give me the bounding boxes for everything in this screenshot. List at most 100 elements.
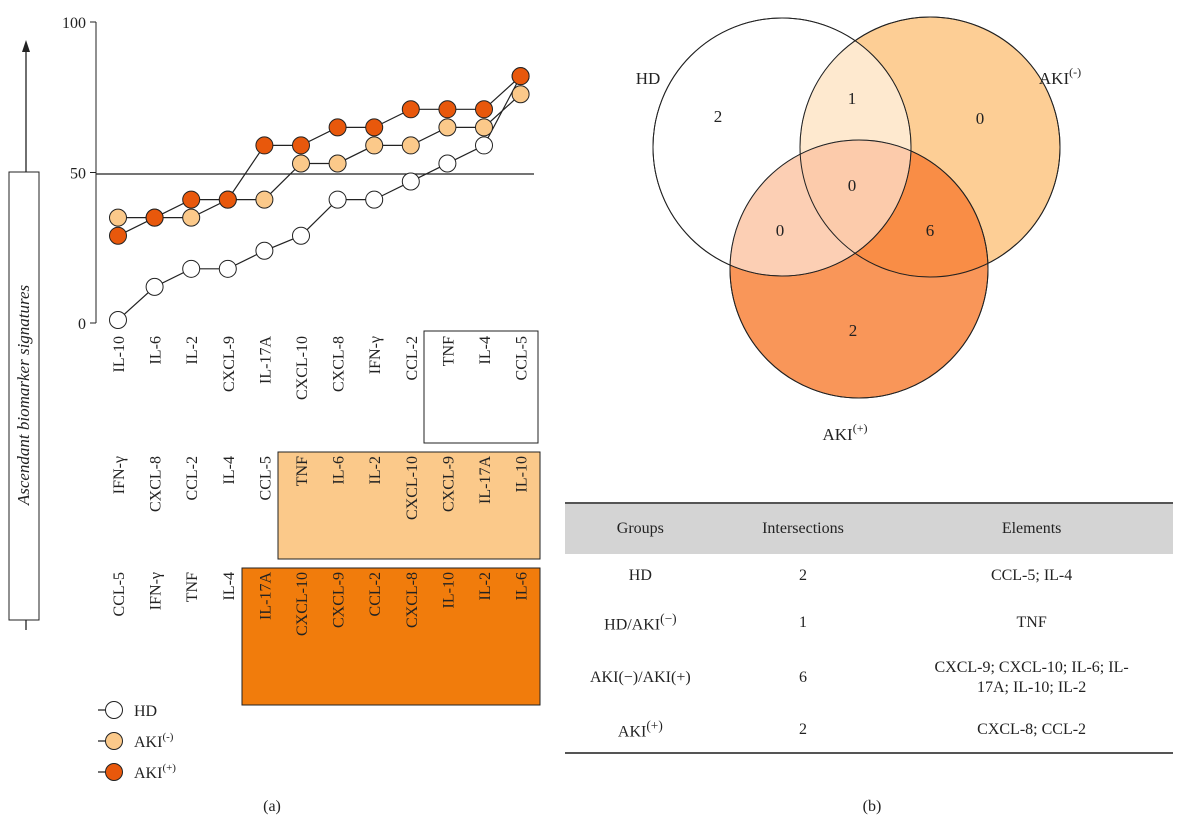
group-name: AKI [617, 723, 647, 741]
point-akipos [328, 118, 347, 137]
point-akipos [511, 67, 530, 86]
aki-neg-box [277, 451, 541, 560]
y-ticks: 0 50 100 [62, 15, 96, 333]
ranking-label: CCL-5 [514, 336, 531, 380]
venn-count-aki-neg-only: 0 [976, 109, 985, 128]
venn-count-aki-neg-aki-pos: 6 [926, 221, 935, 240]
ranking-label: IL-10 [440, 572, 457, 608]
ranking-label: IL-6 [514, 572, 531, 600]
point-hd [218, 259, 237, 278]
hd-box [423, 330, 539, 444]
series-points [109, 67, 530, 329]
group-sup: (+) [646, 718, 663, 734]
ranking-label: CCL-5 [111, 572, 128, 616]
series-lines [117, 75, 522, 321]
ranking-label: TNF [440, 336, 457, 366]
venn-count-hd-only: 2 [714, 107, 723, 126]
ranking-label: IL-17A [257, 572, 274, 620]
ranking-label: IL-10 [514, 456, 531, 492]
point-hd [145, 277, 164, 296]
elements-text: CXCL-9; CXCL-10; IL-6; IL-17A; IL-10; IL… [934, 659, 1129, 696]
legend-label: AKI(+) [134, 762, 176, 782]
point-akipos [401, 100, 420, 119]
ranking-label: IL-17A [257, 336, 274, 384]
venn-count-aki-pos-only: 2 [849, 321, 858, 340]
point-akipos [438, 100, 457, 119]
point-akineg [365, 136, 384, 155]
ranking-label: IL-4 [477, 336, 494, 364]
ranking-label: CCL-5 [257, 456, 274, 500]
legend-label: AKI(-) [134, 731, 174, 751]
cell-elements: CCL-5; IL-4 [990, 567, 1073, 584]
line-chart: 0 50 100 [62, 15, 534, 333]
point-hd [438, 154, 457, 173]
y-tick-label: 50 [70, 166, 86, 183]
intersection-table: Groups Intersections Elements HD 2 CCL-5… [565, 502, 1173, 754]
venn-set-label: AKI(-) [1039, 65, 1081, 88]
legend-marker [105, 732, 123, 750]
ranking-label: CXCL-9 [331, 572, 348, 628]
header-groups: Groups [565, 502, 716, 554]
ranking-hd: IL-10 IL-6 IL-2 CXCL-9 IL-17A CXCL-10 CXCL-8 IF… [111, 336, 531, 400]
aki-pos-box [241, 567, 541, 706]
ranking-aki-pos: CCL-5 IFN-γ TNF IL-4 IL-17A CXCL-10 CXCL-9 CCL-… [111, 572, 531, 636]
point-akineg [328, 154, 347, 173]
y-axis-title-box [8, 171, 40, 621]
venn-set-label: AKI(+) [823, 421, 868, 444]
point-hd [292, 226, 310, 245]
cell-intersections: 2 [715, 708, 891, 754]
series-line-hd [117, 75, 522, 321]
cell-elements: CXCL-9; CXCL-10; IL-6; IL-17A; IL-10; IL… [890, 648, 1173, 708]
header-intersections: Intersections [715, 502, 891, 554]
cell-intersections: 1 [798, 614, 807, 631]
point-hd [401, 172, 420, 191]
ranking-label: IL-4 [221, 572, 238, 600]
ranking-label: IFN-γ [111, 456, 128, 494]
ranking-label: IL-4 [221, 456, 238, 484]
cell-group: HD [628, 567, 652, 584]
venn-count-hd-aki-neg: 1 [848, 89, 857, 108]
point-akipos [292, 136, 310, 155]
ranking-label: TNF [184, 572, 201, 602]
point-akineg [401, 136, 420, 155]
point-hd [328, 190, 347, 209]
ranking-label: CXCL-8 [331, 336, 348, 392]
ranking-label: IL-6 [148, 336, 165, 364]
point-akipos [365, 118, 384, 137]
point-akipos [255, 136, 274, 155]
venn-diagram [652, 16, 1061, 399]
legend: HD AKI(-) AKI(+) [98, 701, 176, 782]
ranking-label: IL-17A [477, 456, 494, 504]
table-row: HD/AKI(−) 1 TNF [565, 598, 1173, 648]
ranking-aki-neg: IFN-γ CXCL-8 CCL-2 IL-4 CCL-5 TNF IL-6 IL-2 CXCL… [111, 456, 531, 520]
ranking-label: CCL-2 [184, 456, 201, 500]
point-hd [475, 136, 493, 155]
panel-b-label: (b) [863, 798, 882, 815]
point-akineg [255, 190, 274, 209]
point-akineg [109, 208, 127, 227]
ranking-label: CXCL-9 [440, 456, 457, 512]
venn-count-hd-aki-pos: 0 [776, 221, 785, 240]
point-akineg [292, 154, 310, 173]
ranking-label: IL-2 [477, 572, 494, 600]
y-tick-label: 100 [62, 15, 86, 32]
table-row: AKI(−)/AKI(+) 6 CXCL-9; CXCL-10; IL-6; I… [565, 648, 1173, 708]
cell-elements: TNF [1016, 614, 1047, 631]
ranking-label: TNF [294, 456, 311, 486]
ranking-label: CXCL-10 [294, 572, 311, 636]
ranking-label: IL-6 [331, 456, 348, 484]
venn-count-all-three: 0 [848, 176, 857, 195]
point-akipos [109, 226, 127, 245]
ranking-label: IL-10 [111, 336, 128, 372]
cell-intersections: 2 [798, 567, 807, 584]
venn-counts: 2 0 2 1 0 6 0 [714, 89, 985, 340]
point-akineg [182, 208, 201, 227]
venn-labels: HD AKI(-) AKI(+) [636, 65, 1081, 444]
venn-set-label: HD [636, 69, 661, 88]
point-akineg [475, 118, 493, 137]
ranking-label: CCL-2 [404, 336, 421, 380]
ranking-label: CXCL-10 [294, 336, 311, 400]
series-line-akipos [117, 75, 522, 237]
ranking-label: IFN-γ [148, 572, 165, 610]
